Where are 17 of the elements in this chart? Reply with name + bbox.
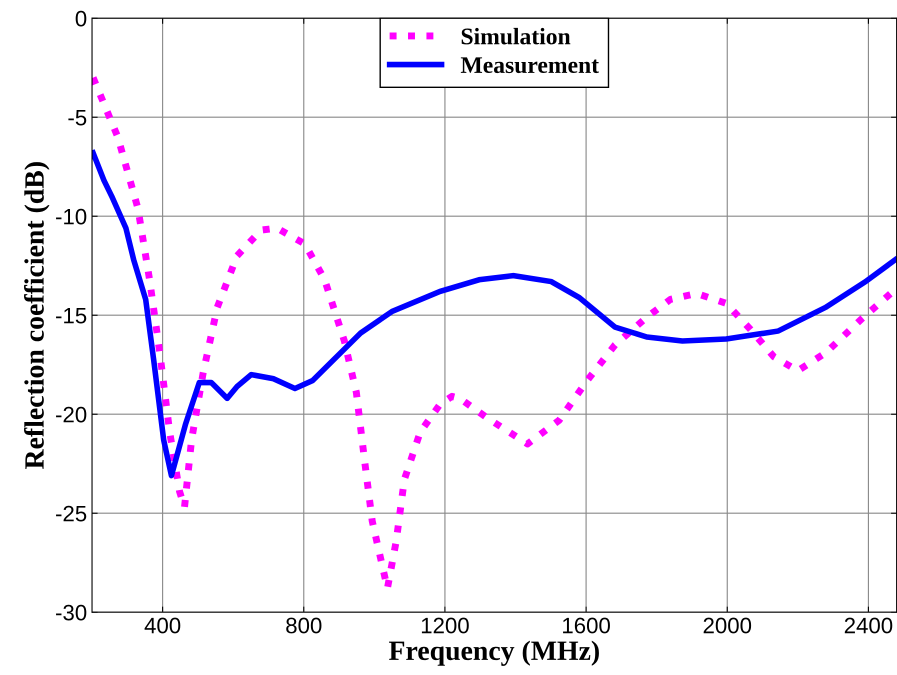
x-tick-label: 2000 [704,618,752,634]
x-tick-label: 400 [144,618,180,634]
y-tick-label: -30 [56,604,86,620]
x-tick-label: 1200 [422,618,469,634]
y-tick-label: -5 [68,110,86,126]
y-tick-label: -20 [56,406,86,422]
legend-label: Simulation [462,28,570,44]
x-tick-label: 2400 [844,618,892,634]
y-axis-title: Reflection coefficient (dB) [24,162,50,470]
y-tick-label: -15 [56,308,86,324]
x-tick-label: 1600 [563,618,610,634]
x-axis-title: Frequency (MHz) [388,640,599,666]
y-tick-label: 0 [76,10,86,26]
x-tick-label: 800 [286,618,322,634]
y-tick-label: -25 [56,506,86,522]
y-tick-label: -10 [56,208,86,224]
legend-label: Measurement [460,57,599,74]
